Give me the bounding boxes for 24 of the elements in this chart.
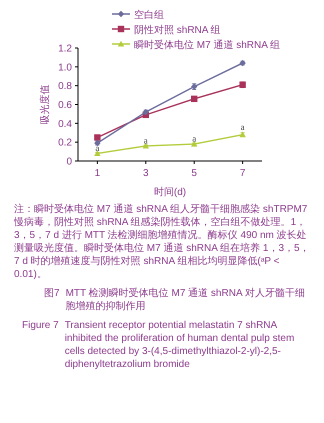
annotation: a <box>192 133 196 144</box>
y-tick-label: 0 <box>66 156 72 168</box>
annotation: a <box>95 142 100 153</box>
y-tick-label: 0.4 <box>58 118 72 130</box>
y-tick-label: 0.8 <box>58 81 72 92</box>
y-tick-label: 1.2 <box>58 44 72 54</box>
y-tick-label: 0.2 <box>58 138 72 149</box>
x-tick-label: 5 <box>191 168 198 179</box>
point <box>191 96 198 102</box>
x-axis-title: 时间(d) <box>154 186 186 198</box>
y-tick-label: 1.0 <box>58 62 72 74</box>
legend-label: 阴性对照 shRNA 组 <box>134 24 221 36</box>
annotation: a <box>144 135 148 146</box>
legend-label: 瞬时受体电位 M7 通道 shRNA 组 <box>134 39 280 51</box>
x-tick-label: 3 <box>143 168 150 179</box>
annotation: a <box>240 122 245 132</box>
y-tick-label: 0.6 <box>58 100 72 111</box>
caption: 图7 MTT 检测瞬时受体电位 M7 通道 shRNA 对人牙髓干细胞增殖的抑制作用 <box>44 287 306 313</box>
x-tick-label: 7 <box>240 168 246 179</box>
y-axis-title: 吸光度值 <box>39 84 51 124</box>
caption: Figure 7 Transient receptor potential melastatin 7 shRNA inhibited the proliferation of human dental pulp stem cells detected by 3-(4,5-dimethylthiazol-2-yl)-2,5-diphenyltetrazolium bromide <box>22 319 296 371</box>
legend-label: 空白组 <box>134 9 164 21</box>
text: 注：瞬时受体电位 M7 通道 shRNA 组人牙髓干细胞感染 shTRPM7 慢病毒，阴性对照 shRNA 组感染阴性载体，空白组不做处理。1，3，5，7 d 进行 MTT 法检测细胞增殖情况。酶标仪 490 nm 波长处测量吸光度值。瞬时受体电位 M7 通道 shRNA 组在培养 1，3，5，7 d 时的增殖速度与阴性对照 shRNA 组相比均明显降低(ᵃP < 0.01)。 <box>14 203 311 281</box>
x-tick-label: 1 <box>94 168 101 179</box>
